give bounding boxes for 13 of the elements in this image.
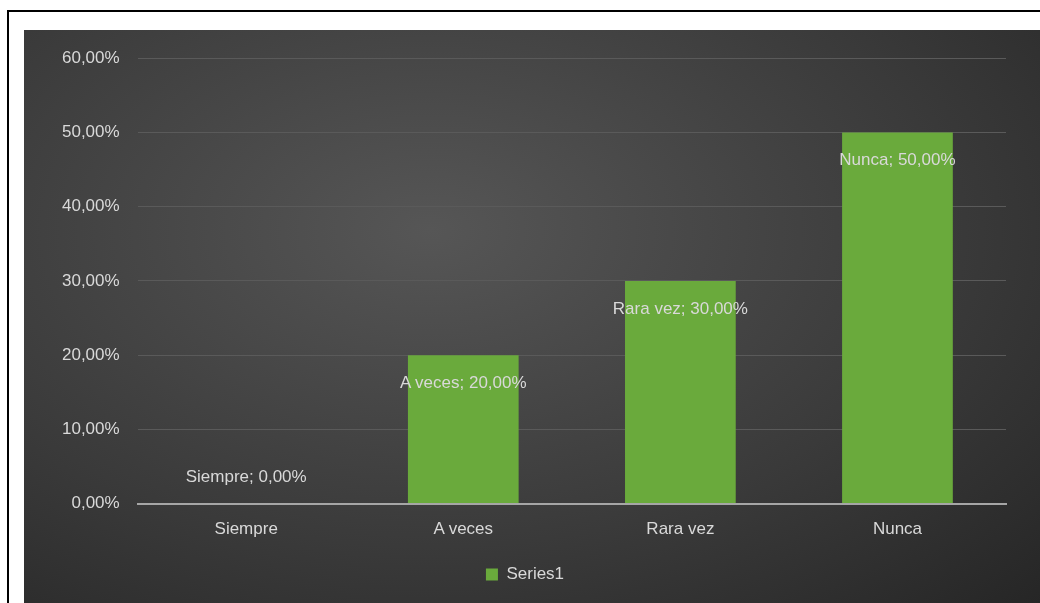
y-tick-label: 30,00% xyxy=(61,270,120,290)
legend-label: Series1 xyxy=(506,564,565,584)
y-tick-label: 20,00% xyxy=(61,344,120,364)
x-tick-label: A veces xyxy=(433,519,494,539)
x-tick-label: Siempre xyxy=(214,519,278,539)
x-tick-label: Nunca xyxy=(872,519,923,539)
x-tick-label: Rara vez xyxy=(646,519,715,539)
text: Siempre; 0,00% xyxy=(185,467,307,487)
y-tick-label: 50,00% xyxy=(61,122,120,142)
y-tick-label: 10,00% xyxy=(61,419,120,439)
y-tick-label: 40,00% xyxy=(61,196,120,216)
y-tick-label: 0,00% xyxy=(71,493,120,513)
y-tick-label: 60,00% xyxy=(61,47,120,67)
